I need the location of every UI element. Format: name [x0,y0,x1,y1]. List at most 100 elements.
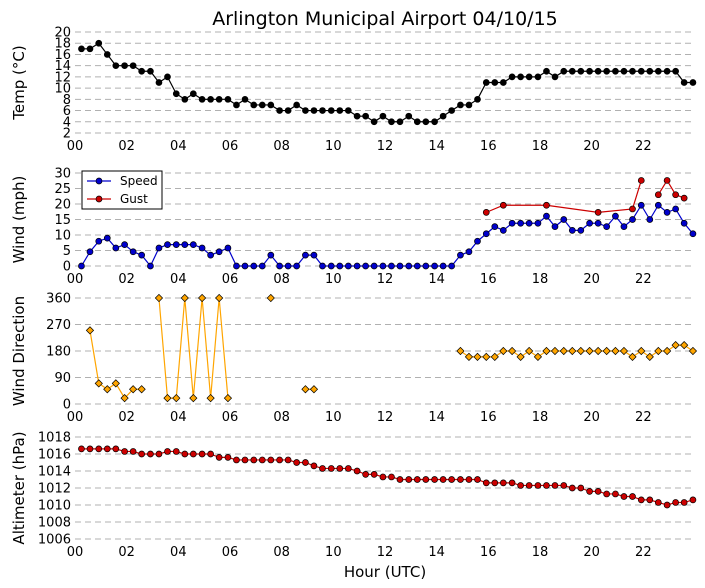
data-point [103,385,112,394]
x-tick-label: 06 [222,545,239,560]
data-point [189,241,197,248]
data-point [327,262,335,270]
data-point [180,293,189,303]
data-point [344,107,352,114]
data-point [645,352,654,361]
data-point [439,112,447,120]
data-point [620,67,628,75]
data-point [112,62,120,70]
data-point [534,219,542,227]
data-point [396,262,404,270]
data-point [223,394,233,403]
data-point [534,73,542,81]
data-point [276,107,283,114]
data-point [362,262,369,270]
x-tick-label: 04 [170,272,187,287]
data-point [474,237,481,245]
data-point [586,488,593,495]
data-point [594,488,602,495]
data-point [517,73,524,81]
x-tick-label: 10 [325,272,342,287]
data-point [465,476,473,483]
data-point [224,244,232,252]
data-point [654,191,662,199]
series-speed [78,201,697,270]
y-tick-label: 1018 [38,431,71,446]
legend-entry: Speed [120,174,158,188]
data-point [172,448,180,455]
data-point [603,490,611,498]
x-tick-label: 00 [67,545,84,560]
x-tick-label: 16 [480,139,497,154]
data-point [586,219,593,227]
x-tick-label: 16 [480,272,497,287]
data-point [577,67,585,75]
data-point [155,450,163,458]
data-point [241,456,249,464]
data-point [654,499,662,506]
data-point [189,450,197,458]
data-point [396,476,404,483]
data-point [207,95,214,103]
x-tick-label: 18 [532,545,549,560]
data-point [241,262,249,270]
y-tick-label: 25 [54,182,71,197]
x-tick-label: 10 [325,139,342,154]
data-point [654,201,662,209]
data-point [111,379,120,388]
data-point [301,385,310,394]
data-point [405,112,413,120]
data-point [388,262,395,270]
data-point [344,465,352,472]
data-point [551,482,559,489]
data-point [155,79,163,86]
data-point [577,484,585,492]
data-point [103,51,111,58]
data-point [284,262,292,270]
data-point [250,101,258,109]
data-point [215,248,223,256]
data-point [672,205,679,213]
data-point [95,445,103,453]
data-point [560,482,568,489]
data-point [637,496,645,504]
x-tick-label: 12 [377,545,394,560]
data-point [198,95,206,103]
series-line [81,42,693,123]
data-point [405,262,413,270]
data-point [688,346,698,356]
data-point [250,456,258,464]
x-tick-label: 06 [222,272,239,287]
data-point [568,67,576,75]
data-point [464,352,474,361]
data-point [517,219,524,227]
data-point [276,262,283,270]
data-point [680,499,688,506]
data-point [482,209,490,216]
x-axis-label: Hour (UTC) [344,563,426,581]
data-point [302,107,309,114]
y-tick-label: 1014 [38,465,71,480]
data-point [594,67,602,75]
data-point [336,465,344,472]
data-point [103,234,111,242]
data-point [594,209,602,216]
data-point [78,262,85,270]
y-tick-label: 16 [54,48,71,63]
x-tick-label: 18 [532,272,549,287]
data-point [550,346,560,356]
data-point [233,456,240,464]
data-point [508,73,516,81]
data-point [646,496,654,504]
series-altimeter [78,445,697,509]
data-point [499,227,507,234]
y-tick-label: 180 [46,345,71,360]
data-point [181,450,189,458]
data-point [164,241,171,248]
data-point [637,201,645,209]
data-point [309,385,319,394]
data-point [215,293,224,303]
data-point [267,251,275,259]
data-point [612,67,619,75]
